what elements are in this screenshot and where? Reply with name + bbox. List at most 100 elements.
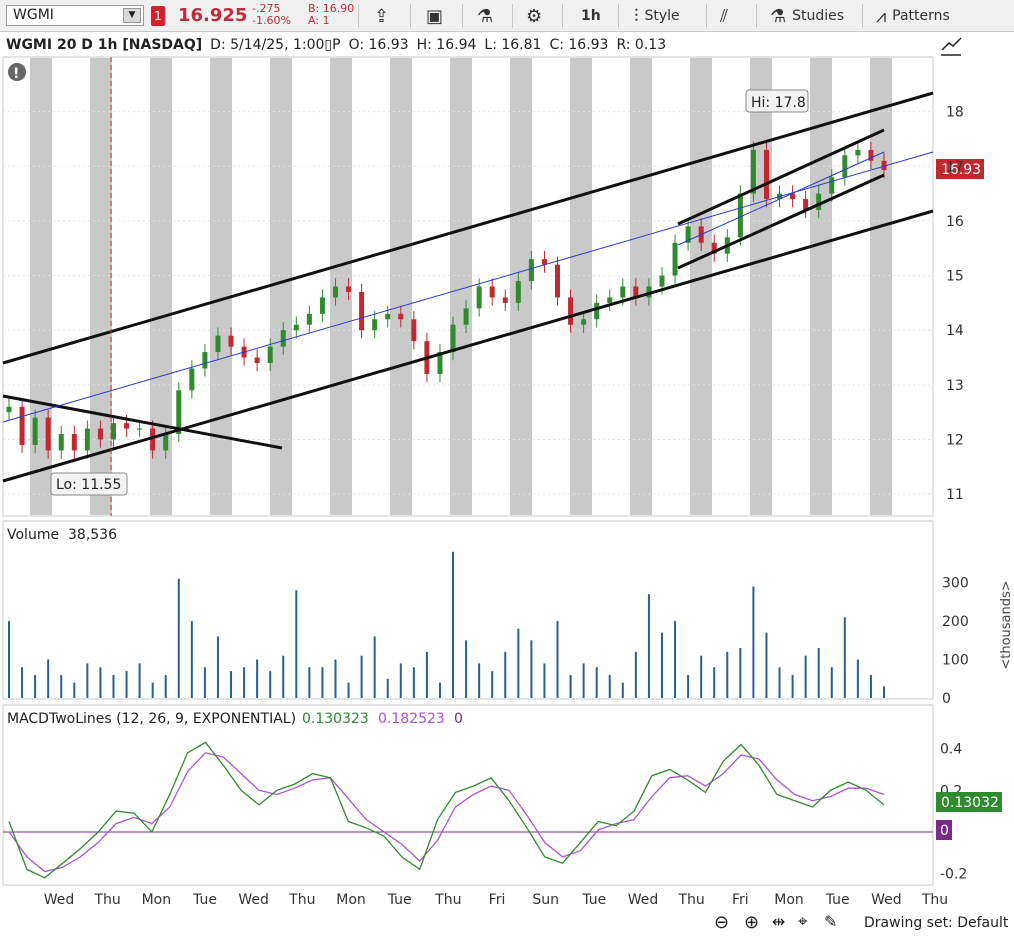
channel-lower[interactable] bbox=[677, 173, 885, 270]
chart-title: WGMI 20 D 1h [NASDAQ] bbox=[6, 37, 203, 53]
snapshot-button[interactable]: ▣ bbox=[426, 0, 443, 32]
macd-avg-line bbox=[8, 752, 885, 873]
session-band-volume bbox=[30, 522, 52, 698]
volume-bar bbox=[438, 682, 441, 698]
candle-body bbox=[110, 423, 116, 440]
expand-icon[interactable] bbox=[941, 37, 962, 56]
volume-bar bbox=[399, 663, 402, 698]
drawings-button[interactable]: ⫽ bbox=[720, 0, 728, 32]
style-label: Style bbox=[644, 8, 680, 24]
time-tick-label: Thu bbox=[921, 892, 948, 908]
close-value: C: 16.93 bbox=[549, 37, 609, 53]
volume-bar bbox=[21, 667, 24, 698]
volume-bar bbox=[216, 636, 219, 698]
volume-bar bbox=[243, 667, 246, 698]
settings-button[interactable]: ⚙ bbox=[526, 0, 542, 32]
macd-tick-label: 0.2 bbox=[940, 783, 962, 799]
drawing-set-label[interactable]: Drawing set: Default bbox=[864, 915, 1009, 931]
share-button[interactable]: ⇪ bbox=[374, 0, 389, 32]
patterns-button[interactable]: ⩘ Patterns bbox=[876, 0, 950, 32]
pencil-icon[interactable]: ✎ bbox=[824, 912, 838, 931]
divider bbox=[756, 4, 757, 28]
candle-body bbox=[711, 242, 717, 254]
candle-body bbox=[803, 199, 809, 210]
channel-midline[interactable] bbox=[677, 151, 885, 246]
price-tick-label: 14 bbox=[946, 323, 964, 339]
macd-value: 0.130323 bbox=[302, 711, 369, 727]
alert-badge[interactable]: 1 bbox=[151, 6, 165, 26]
price-tick-label: 11 bbox=[946, 487, 964, 503]
high-value: H: 16.94 bbox=[416, 37, 477, 53]
session-band-volume bbox=[270, 522, 292, 698]
volume-bar bbox=[856, 659, 859, 698]
candle-body bbox=[293, 324, 299, 331]
candle-body bbox=[202, 352, 208, 369]
macd-panel-frame bbox=[2, 704, 934, 886]
studies-button[interactable]: ⚗ Studies bbox=[770, 0, 844, 32]
candle-body bbox=[568, 297, 574, 325]
volume-bar bbox=[321, 667, 324, 698]
candle-body bbox=[724, 237, 730, 254]
divider bbox=[618, 4, 619, 28]
flask-icon: ⚗ bbox=[770, 5, 787, 27]
volume-bar bbox=[634, 651, 637, 698]
lab-button[interactable]: ⚗ bbox=[477, 0, 493, 32]
zoom-in-icon[interactable]: ⊕ bbox=[744, 912, 760, 933]
candle-body bbox=[228, 335, 234, 347]
candle-body bbox=[528, 259, 534, 282]
regression-line[interactable] bbox=[2, 151, 934, 423]
price-panel-frame bbox=[2, 56, 934, 517]
session-band-volume bbox=[330, 522, 352, 698]
volume-bar bbox=[151, 682, 154, 698]
warning-icon: ! bbox=[13, 66, 19, 82]
timeframe-button[interactable]: 1h bbox=[581, 8, 601, 24]
divider bbox=[512, 4, 513, 28]
volume-bar bbox=[491, 671, 494, 698]
pan-arrows-icon[interactable]: ⇹ bbox=[772, 912, 786, 931]
time-tick-label: Tue bbox=[387, 892, 412, 908]
volume-bar bbox=[569, 674, 572, 698]
candle-body bbox=[881, 160, 887, 171]
volume-bar bbox=[138, 663, 141, 698]
candle-body bbox=[45, 417, 51, 451]
channel-upper[interactable] bbox=[677, 128, 885, 226]
candle-body bbox=[150, 428, 156, 451]
volume-bar bbox=[752, 586, 755, 698]
divider bbox=[358, 4, 359, 28]
session-band-volume bbox=[90, 522, 112, 698]
candle-body bbox=[267, 346, 273, 363]
ask-value: A: 1 bbox=[308, 14, 330, 27]
style-button[interactable]: ⫶ Style bbox=[634, 0, 680, 32]
volume-bar bbox=[282, 655, 285, 698]
hi-label-text: Hi: 17.8 bbox=[751, 95, 806, 111]
trendline-upper[interactable] bbox=[2, 91, 934, 365]
candle-body bbox=[450, 324, 456, 353]
chevron-down-icon[interactable]: ▼ bbox=[123, 8, 141, 23]
volume-bar bbox=[582, 663, 585, 698]
trendline-lower[interactable] bbox=[2, 209, 934, 483]
camera-icon: ▣ bbox=[426, 5, 444, 27]
volume-unit-label: <thousands> bbox=[999, 580, 1014, 669]
time-tick-label: Mon bbox=[336, 892, 366, 908]
session-band bbox=[630, 58, 652, 515]
candle-body bbox=[777, 193, 783, 200]
candle-body bbox=[346, 286, 352, 292]
warning-badge[interactable]: ! bbox=[8, 63, 26, 82]
zoom-out-icon[interactable]: ⊖ bbox=[714, 912, 730, 933]
crosshair-icon[interactable]: ⌖ bbox=[798, 912, 808, 932]
divider bbox=[462, 4, 463, 28]
volume-bar bbox=[765, 632, 768, 698]
time-tick-label: Fri bbox=[489, 892, 506, 908]
candle-body bbox=[698, 226, 704, 243]
volume-bar bbox=[739, 648, 742, 698]
volume-bar bbox=[660, 632, 663, 698]
trendlines[interactable] bbox=[2, 91, 934, 483]
candle-body bbox=[750, 149, 756, 194]
volume-bar bbox=[295, 590, 298, 698]
trendline-descending[interactable] bbox=[2, 394, 283, 450]
symbol-input[interactable]: WGMI ▼ bbox=[6, 5, 144, 26]
gear-icon: ⚙ bbox=[526, 5, 543, 27]
time-tick-label: Wed bbox=[628, 892, 659, 908]
time-tick-label: Thu bbox=[94, 892, 121, 908]
